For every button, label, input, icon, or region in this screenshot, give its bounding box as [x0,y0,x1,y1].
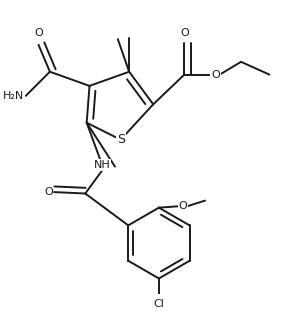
Text: O: O [34,28,43,38]
Text: NH: NH [94,160,111,170]
Text: O: O [180,28,189,38]
Text: Cl: Cl [154,299,164,309]
Text: H₂N: H₂N [3,91,24,101]
Text: O: O [44,187,53,197]
Text: O: O [211,70,220,80]
Text: O: O [179,201,187,211]
Text: S: S [117,133,125,146]
